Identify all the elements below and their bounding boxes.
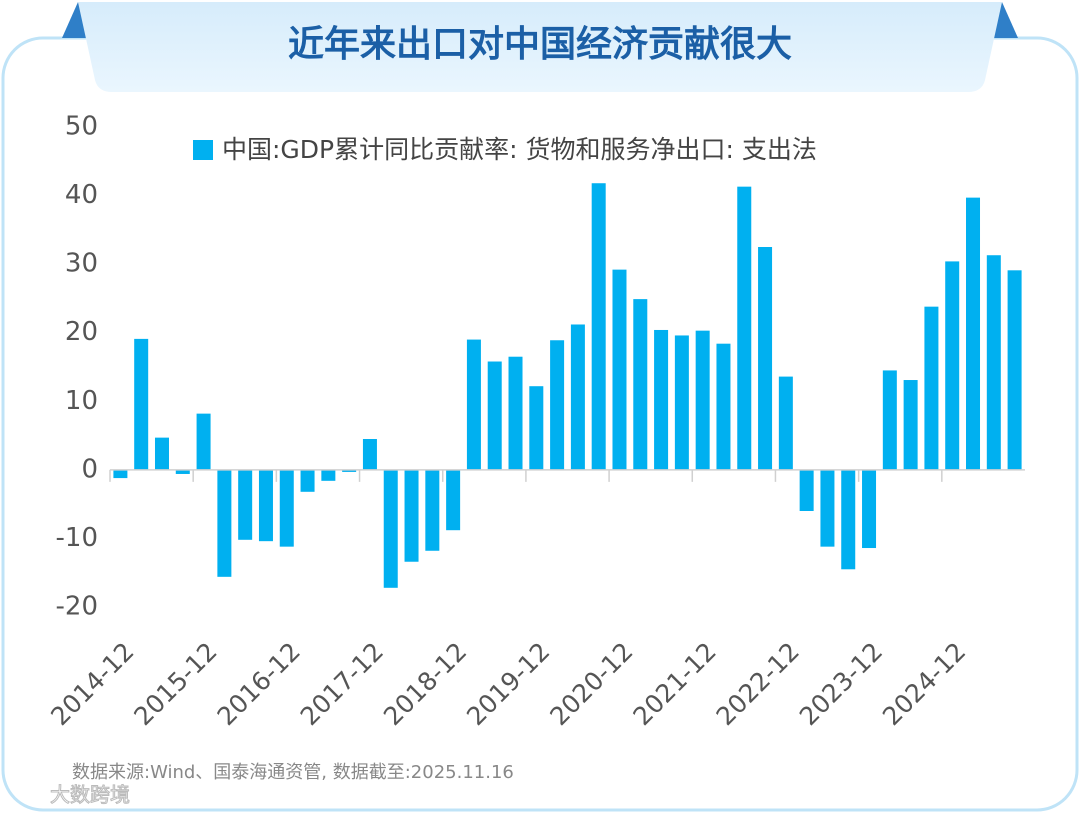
bar [758,247,773,470]
bar [487,361,502,470]
bar [321,469,336,481]
y-tick-label: 0 [81,454,98,484]
bar [674,335,689,470]
watermark: 大数跨境 [50,783,130,807]
bar [612,269,627,470]
tab-corner [62,2,90,38]
bar [945,261,960,470]
chart-title: 近年来出口对中国经济贡献很大 [288,24,792,65]
legend-label: 中国:GDP累计同比贡献率: 货物和服务净出口: 支出法 [222,135,817,164]
bar [654,329,669,470]
bar [529,386,544,470]
bar [466,339,481,470]
bar [300,469,315,492]
bar [903,380,918,470]
bar [196,413,211,470]
bar [550,340,565,470]
bar [154,437,169,470]
bar [633,299,648,470]
bar [695,330,710,470]
title-tab [78,2,1002,92]
y-tick-label: 30 [65,249,98,279]
bar [799,469,814,511]
bar [820,469,835,547]
y-tick-label: -20 [56,592,98,622]
bar [591,183,606,470]
bar [446,469,461,531]
y-tick-label: 50 [65,112,98,142]
source-note: 数据来源:Wind、国泰海通资管, 数据截至:2025.11.16 [72,762,514,783]
bar [924,306,939,470]
bar [716,343,731,470]
bar [238,469,253,540]
bar [862,469,877,549]
bar [113,469,128,479]
bar [217,469,232,577]
y-tick-label: -10 [56,523,98,553]
bar [508,356,523,470]
bar [404,469,419,562]
bar [986,255,1001,470]
bar [279,469,294,547]
bar [966,197,981,470]
bar [175,469,190,474]
bar [362,439,377,470]
y-tick-label: 40 [65,180,98,210]
bar [258,469,273,542]
tab-corner [990,2,1018,38]
legend-swatch [193,140,213,160]
bar [342,469,357,472]
y-tick-label: 10 [65,386,98,416]
bar [737,186,752,470]
bar [425,469,440,551]
bar [841,469,856,570]
bar [1007,270,1022,470]
y-tick-label: 20 [65,317,98,347]
bar [383,469,398,588]
bar [882,370,897,470]
bar [134,338,149,470]
bar [778,376,793,470]
bar [570,324,585,470]
